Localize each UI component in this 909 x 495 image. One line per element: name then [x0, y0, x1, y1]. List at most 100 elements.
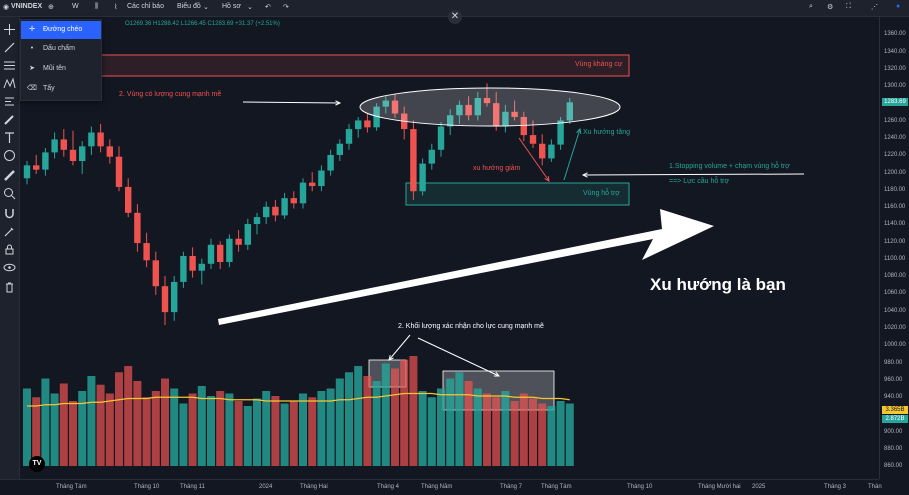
volume-bar — [151, 391, 160, 466]
candle-body — [419, 163, 426, 192]
volume-bar — [547, 406, 556, 466]
price-tick: 980.00 — [884, 360, 903, 366]
price-tick: 1320.00 — [884, 66, 906, 72]
volume-bar — [253, 398, 261, 466]
pencil-lock-icon[interactable] — [3, 225, 16, 238]
candle-body — [345, 129, 353, 144]
close-icon[interactable]: ✕ — [448, 10, 462, 24]
symbol-search[interactable]: VNINDEX — [11, 3, 43, 10]
volume-bar — [179, 403, 188, 466]
candle-body — [79, 146, 86, 162]
indicators-icon[interactable]: ⌇ — [114, 4, 118, 11]
trend-line-icon[interactable] — [3, 41, 16, 54]
brush-icon[interactable] — [3, 113, 16, 126]
emoji-icon[interactable] — [3, 149, 16, 162]
fib-icon[interactable] — [3, 59, 16, 72]
resistance-label: Vùng kháng cự — [575, 61, 623, 68]
volume-bar — [538, 403, 547, 466]
candle-body — [483, 97, 491, 104]
interval-button[interactable]: W — [72, 3, 79, 10]
candle-body — [382, 100, 389, 107]
volume-bar — [32, 397, 41, 466]
eye-icon[interactable] — [3, 261, 16, 274]
uptrend-arrow-head — [576, 127, 582, 135]
menu-item-arrow[interactable]: ➤ Mũi tên — [21, 60, 101, 78]
menu-item-diagonal[interactable]: ✛ Đường chéo — [21, 21, 101, 39]
volume-bar — [289, 401, 298, 466]
text-icon[interactable] — [3, 131, 16, 144]
time-tick: Tháng Mười hai — [698, 484, 741, 490]
volume-bar — [271, 396, 280, 466]
share-icon[interactable]: ⋰ — [871, 4, 878, 11]
volume-bar — [501, 391, 510, 466]
menu-item-label: Mũi tên — [43, 65, 66, 72]
price-axis[interactable]: 1360.00 1340.00 1320.00 1300.00 1260.00 … — [879, 17, 909, 479]
time-axis[interactable]: Tháng Tám Tháng 10 Tháng 11 2024 Tháng H… — [0, 479, 882, 495]
downtrend-label: xu hướng giảm — [473, 165, 521, 172]
candle-body — [217, 244, 224, 263]
time-tick: Tháng 11 — [180, 484, 205, 490]
search-icon[interactable]: ⌕ — [809, 3, 813, 10]
pattern-icon[interactable] — [3, 77, 16, 90]
candle-body — [548, 144, 555, 159]
volume-bar — [96, 384, 105, 466]
time-tick: Thán — [868, 484, 882, 490]
chevron-down-icon[interactable]: ⌄ — [247, 4, 253, 11]
volume-bar — [69, 401, 77, 466]
candle-body — [391, 100, 399, 114]
volume-bar — [510, 401, 519, 466]
demand-label: ==> Lực cầu hỗ trợ — [669, 178, 730, 185]
candle-body — [198, 263, 205, 271]
price-tick: 1180.00 — [884, 187, 906, 193]
volume-bar — [59, 383, 68, 466]
volume-bar — [427, 397, 436, 466]
price-tick: 1100.00 — [884, 256, 906, 262]
candle-body — [327, 154, 334, 171]
undo-icon[interactable]: ↶ — [265, 4, 271, 11]
candle-body — [373, 106, 380, 128]
chart-type-button[interactable]: Biểu đồ — [177, 3, 201, 10]
candle-body — [244, 224, 251, 245]
price-tick: 1140.00 — [884, 221, 906, 227]
chevron-down-icon[interactable]: ⌄ — [203, 4, 209, 11]
publish-icon[interactable]: ● — [896, 3, 901, 10]
volume-confirm-label: 2. Khối lượng xác nhận cho lực cung mạnh… — [398, 323, 544, 330]
lock-icon[interactable] — [3, 243, 16, 256]
profile-button[interactable]: Hồ sơ — [222, 3, 241, 10]
redo-icon[interactable]: ↷ — [283, 4, 289, 11]
candle-body — [51, 139, 58, 153]
support-label: Vùng hỗ trợ — [583, 190, 620, 197]
magnet-icon[interactable] — [3, 207, 16, 220]
volume-bar — [345, 372, 353, 466]
price-tick: 1340.00 — [884, 49, 906, 55]
supply-arrow — [242, 101, 341, 104]
indicators-button[interactable]: Các chỉ báo — [127, 3, 164, 10]
time-tick: 2024 — [259, 484, 273, 490]
volume-bar — [262, 391, 271, 466]
gear-icon[interactable]: ⚙ — [827, 4, 834, 11]
volume-bar — [234, 401, 243, 466]
fullscreen-icon[interactable]: ⛶ — [846, 3, 851, 10]
candle-body — [566, 102, 573, 121]
time-tick: Tháng 3 — [824, 484, 847, 490]
bar-style-icon[interactable]: ⫼ — [95, 3, 99, 10]
candle-body — [180, 255, 187, 282]
volume-bar — [41, 378, 50, 466]
price-tick: 900.00 — [884, 429, 903, 435]
ruler-icon[interactable] — [3, 169, 16, 182]
menu-item-dot[interactable]: • Dấu chấm — [21, 40, 101, 58]
volume-bar — [391, 368, 399, 466]
support-zone — [405, 182, 630, 206]
trash-icon[interactable] — [3, 281, 16, 294]
volume-bar — [133, 381, 142, 466]
price-tick: 1000.00 — [884, 342, 906, 348]
zoom-icon[interactable] — [3, 187, 16, 200]
candle-body — [318, 170, 325, 187]
menu-item-eraser[interactable]: ⌫ Tẩy — [21, 80, 101, 98]
prediction-icon[interactable] — [3, 95, 16, 108]
volume-badge: 2.872B — [882, 415, 908, 423]
add-symbol-icon[interactable]: ⊕ — [48, 4, 54, 11]
crosshair-icon[interactable] — [3, 23, 16, 36]
candle-body — [474, 97, 481, 116]
